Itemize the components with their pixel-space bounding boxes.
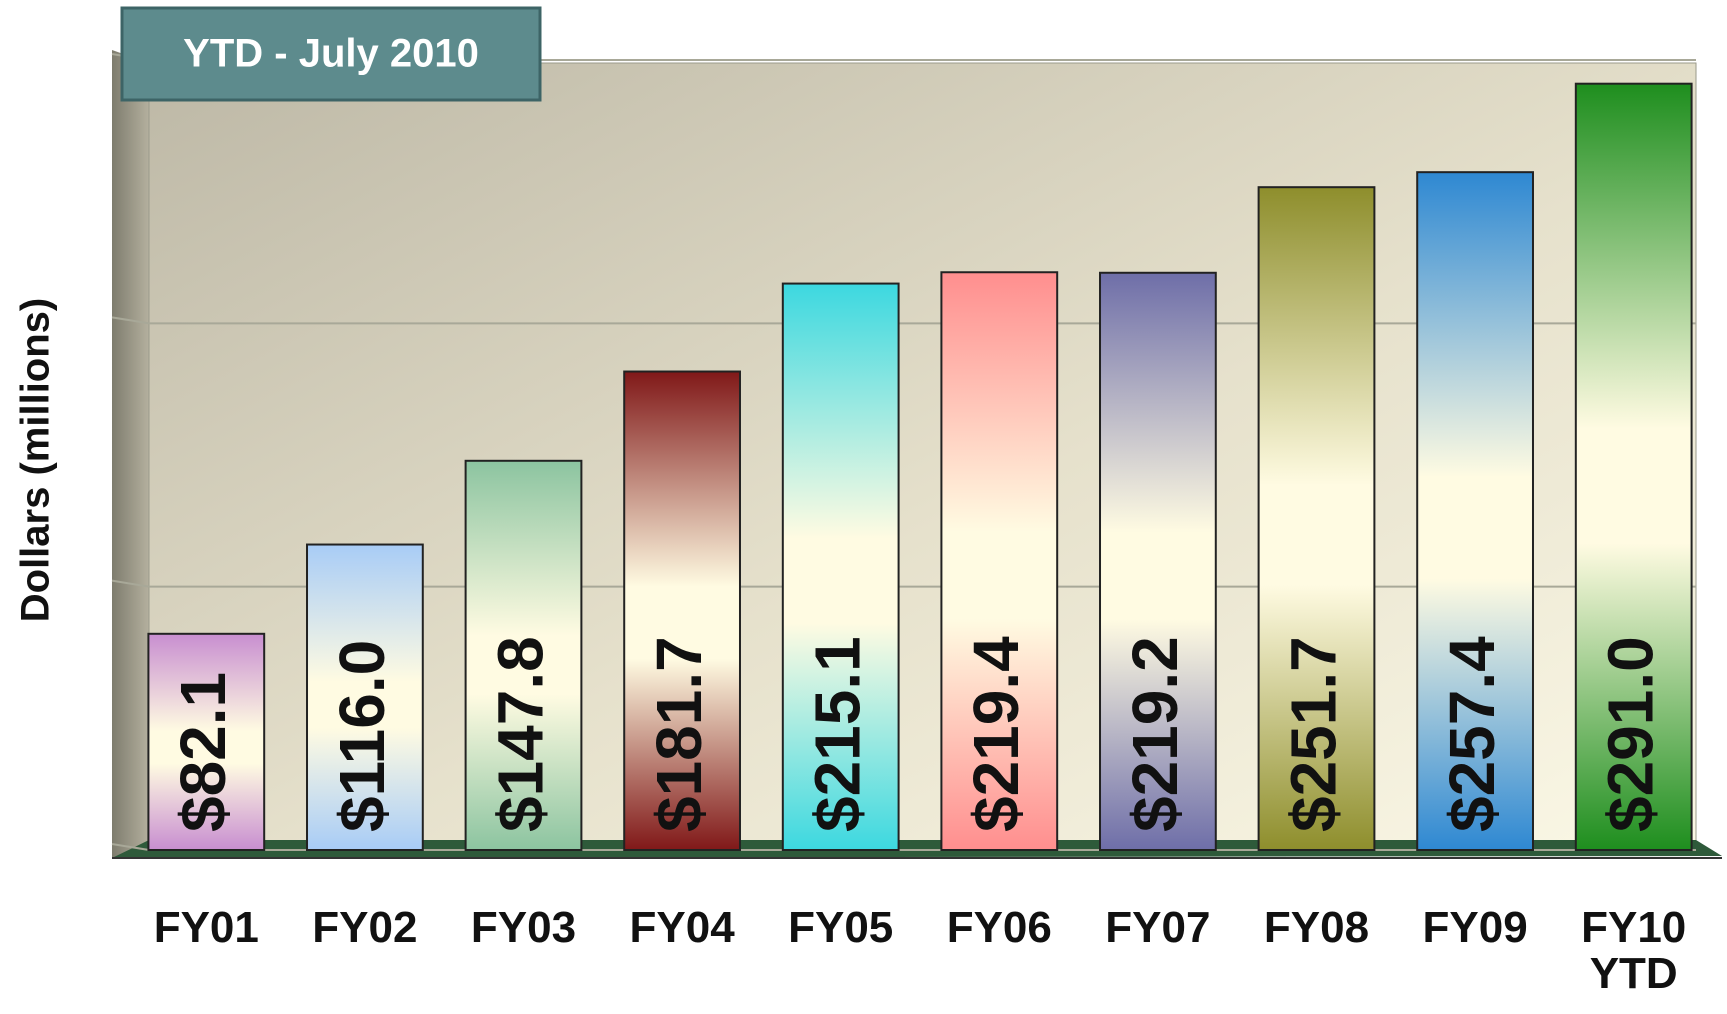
chart-title: YTD - July 2010 [183, 32, 479, 76]
value-label: $147.8 [484, 636, 556, 832]
x-tick-label: FY02 [312, 903, 418, 952]
value-label: $291.0 [1595, 636, 1667, 832]
x-tick-label: FY08 [1263, 903, 1370, 952]
value-label: $251.7 [1277, 636, 1349, 832]
bar [1099, 271, 1217, 852]
x-tick-label: FY09 [1422, 903, 1528, 952]
value-label: $219.2 [1119, 636, 1191, 832]
bar [623, 370, 741, 851]
grid-line-side [111, 843, 150, 851]
value-label: $116.0 [326, 640, 398, 832]
bar [1574, 82, 1693, 851]
x-tick-label: FY07 [1105, 903, 1211, 952]
grid-line-side [111, 579, 150, 588]
y-axis-label: Dollars (millions) [14, 298, 58, 623]
title-box [120, 6, 542, 102]
bar [464, 459, 583, 851]
value-label: $215.1 [802, 636, 874, 832]
bar [1257, 186, 1376, 851]
value-label: $82.1 [167, 672, 239, 832]
bar [306, 543, 424, 851]
value-label: $257.4 [1436, 636, 1508, 832]
value-label: $181.7 [643, 636, 715, 832]
value-label: $219.4 [960, 636, 1032, 832]
bar [147, 632, 266, 852]
x-tick-label: FY06 [946, 903, 1052, 952]
x-tick-label: FY04 [629, 903, 735, 952]
bar [940, 271, 1059, 852]
x-tick-label: FY01 [153, 903, 259, 952]
x-tick-label: FY03 [470, 903, 577, 952]
bar [1416, 171, 1534, 851]
x-tick-label: FY05 [788, 903, 894, 952]
bar [781, 282, 900, 851]
grid-line-side [111, 316, 150, 325]
side-wall [112, 50, 149, 858]
x-tick-label: FY10 YTD [1581, 903, 1687, 998]
